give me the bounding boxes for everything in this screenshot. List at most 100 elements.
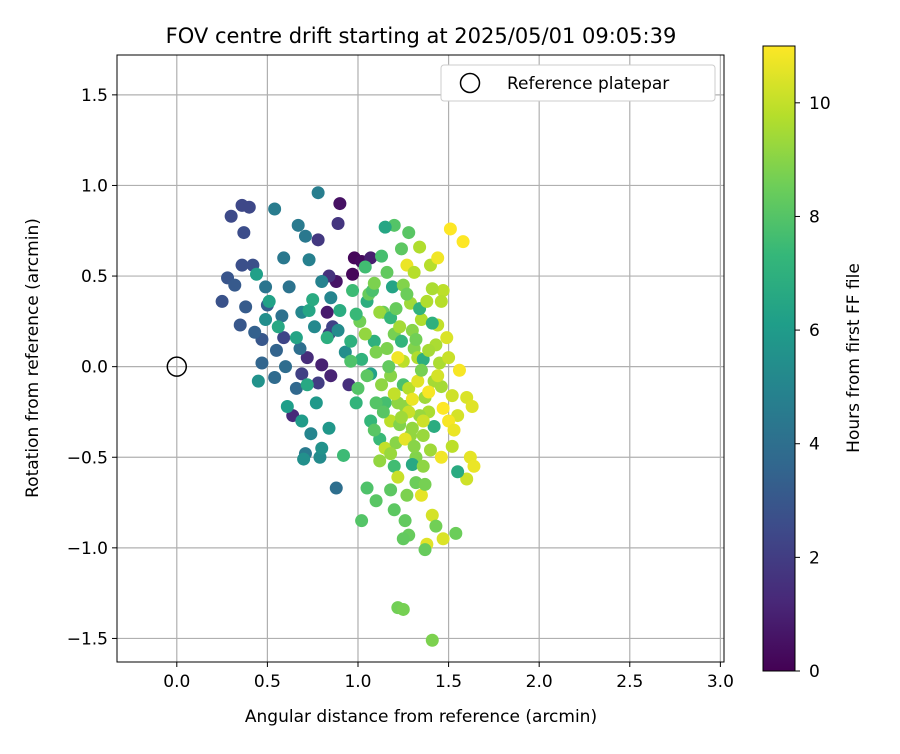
data-point	[233, 318, 247, 332]
data-point	[425, 633, 439, 647]
data-point	[398, 432, 412, 446]
data-point	[304, 427, 318, 441]
data-point	[436, 401, 450, 415]
data-point	[385, 280, 399, 294]
data-point	[224, 209, 238, 223]
data-point	[300, 378, 314, 392]
data-point	[358, 327, 372, 341]
data-point	[351, 381, 365, 395]
data-point	[398, 514, 412, 528]
data-point	[346, 284, 360, 298]
data-point	[295, 414, 309, 428]
data-point	[440, 331, 454, 345]
data-point	[215, 294, 229, 308]
data-point	[322, 421, 336, 435]
data-point	[416, 414, 430, 428]
legend-marker-icon	[459, 72, 481, 94]
x-tick-label: 0.5	[254, 672, 281, 692]
data-point	[394, 334, 408, 348]
data-point	[349, 396, 363, 410]
data-point	[369, 494, 383, 508]
data-point	[416, 429, 430, 443]
data-point	[442, 351, 456, 365]
data-point	[373, 454, 387, 468]
data-point	[467, 459, 481, 473]
data-point	[405, 457, 419, 471]
y-tick-label: 0.5	[81, 267, 108, 287]
data-point	[431, 251, 445, 265]
y-tick-label: −1.5	[67, 629, 108, 649]
x-axis-title: Angular distance from reference (arcmin)	[245, 707, 597, 727]
data-point	[396, 532, 410, 546]
colorbar-gradient	[762, 45, 796, 672]
data-point	[255, 356, 269, 370]
data-point	[422, 343, 436, 357]
data-point	[449, 526, 463, 540]
data-point	[239, 300, 253, 314]
data-point	[387, 503, 401, 517]
data-point	[402, 226, 416, 240]
data-point	[460, 472, 474, 486]
data-point	[355, 514, 369, 528]
data-point	[237, 226, 251, 240]
colorbar-tick-label: 10	[809, 94, 831, 114]
data-point	[434, 294, 448, 308]
data-point	[416, 459, 430, 473]
data-point	[384, 483, 398, 497]
x-tick-label: 3.0	[707, 672, 734, 692]
data-point	[302, 303, 316, 317]
data-point	[320, 331, 334, 345]
data-point	[360, 369, 374, 383]
data-point	[411, 374, 425, 388]
data-point	[280, 400, 294, 414]
x-tick-label: 0.0	[163, 672, 190, 692]
data-point	[268, 371, 282, 385]
data-point	[248, 325, 262, 339]
data-point	[373, 305, 387, 319]
data-point	[375, 249, 389, 263]
data-point	[387, 387, 401, 401]
data-point	[384, 447, 398, 461]
data-point	[405, 392, 419, 406]
data-point	[414, 313, 428, 327]
data-point	[308, 320, 322, 334]
data-point	[447, 423, 461, 437]
data-point	[380, 265, 394, 279]
data-point	[269, 343, 283, 357]
data-point	[300, 351, 314, 365]
data-point	[333, 303, 347, 317]
data-point	[315, 441, 329, 455]
data-point	[451, 465, 465, 479]
x-tick-label: 1.5	[435, 672, 462, 692]
data-point	[394, 242, 408, 256]
data-point	[434, 450, 448, 464]
data-point	[228, 278, 242, 292]
data-point	[367, 334, 381, 348]
data-point	[271, 320, 285, 334]
data-point	[282, 280, 296, 294]
data-point	[369, 396, 383, 410]
colorbar-tick-label: 4	[809, 435, 820, 455]
colorbar-tick-label: 0	[809, 662, 820, 682]
data-point	[400, 287, 414, 301]
data-point	[324, 369, 338, 383]
legend: Reference platepar	[440, 64, 716, 102]
data-point	[311, 233, 325, 247]
data-point	[289, 331, 303, 345]
data-point	[250, 267, 264, 281]
data-point	[414, 363, 428, 377]
data-point	[298, 229, 312, 243]
y-tick-label: 1.0	[81, 176, 108, 196]
data-point	[402, 381, 416, 395]
data-point	[336, 448, 350, 462]
data-point	[268, 202, 282, 216]
data-point	[251, 374, 265, 388]
legend-entry-label: Reference platepar	[507, 74, 669, 94]
data-point	[445, 389, 459, 403]
data-point	[418, 477, 432, 491]
data-point	[324, 291, 338, 305]
data-point	[425, 316, 439, 330]
data-point	[436, 284, 450, 298]
colorbar-ticks: 0 2 4 6 8 10	[795, 94, 831, 682]
